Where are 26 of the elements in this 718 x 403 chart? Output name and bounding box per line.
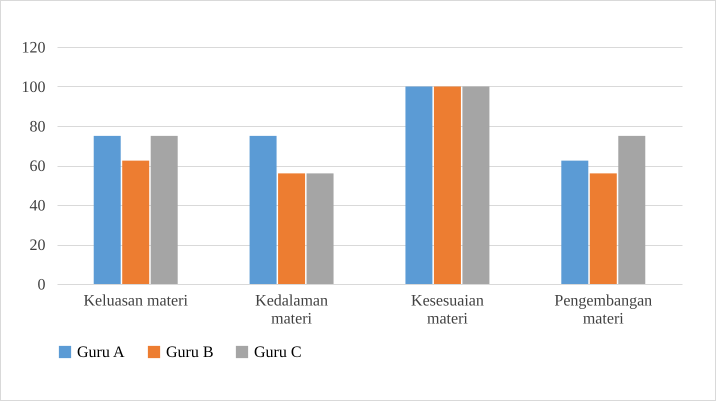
bar [434,86,461,284]
bar [405,86,432,284]
y-tick-label: 60 [30,158,46,175]
bar [250,136,277,284]
bar [150,136,178,284]
x-tick-label: Keluasan materi [84,292,188,310]
x-tick-label: Pengembangan materi [554,292,652,328]
y-tick-label: 0 [38,276,46,294]
bar [590,173,617,284]
bar [94,136,121,284]
bar [561,160,588,284]
bar [306,173,334,284]
x-tick-label: Kedalaman materi [255,292,328,328]
x-tick-label: Kesesuaian materi [411,292,484,328]
y-tick-label: 100 [22,79,46,96]
bar [462,86,490,284]
y-tick-label: 20 [30,237,46,254]
bar [618,136,646,284]
legend-label: Guru A [77,344,125,361]
bar [278,173,306,284]
y-tick-label: 120 [22,40,46,56]
y-tick-label: 40 [30,198,46,214]
legend-label: Guru B [166,344,214,361]
bar [122,160,150,284]
y-tick-label: 80 [30,118,46,136]
legend-label: Guru C [254,344,302,361]
